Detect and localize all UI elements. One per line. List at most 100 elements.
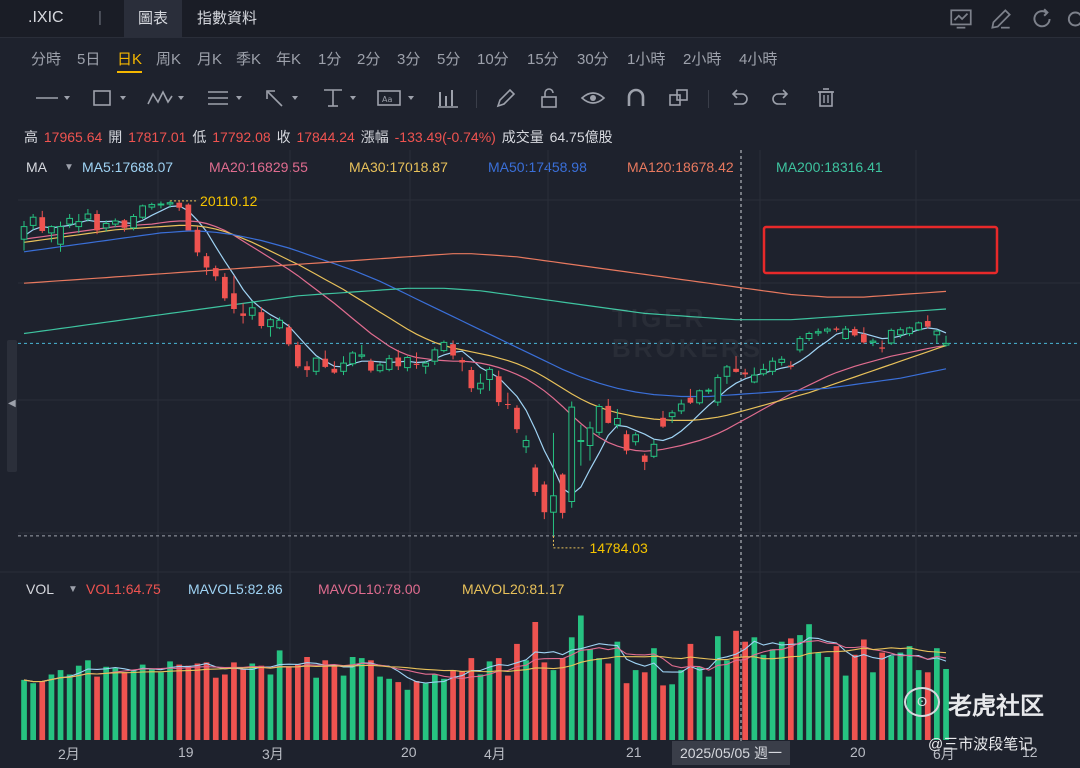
period-15min[interactable]: 15分: [527, 51, 559, 68]
rectangle-tool-icon[interactable]: [90, 86, 130, 110]
mavol20-legend: MAVOL20:81.17: [462, 581, 565, 597]
candle: [66, 217, 74, 225]
candle: [194, 229, 201, 253]
candle: [459, 360, 465, 363]
candle: [577, 440, 585, 442]
candle: [295, 344, 301, 367]
mavol5-line: [23, 637, 947, 684]
candle: [94, 214, 100, 231]
close-value: 17844.24: [296, 129, 355, 145]
period-5min[interactable]: 5分: [437, 51, 461, 68]
period-intraday[interactable]: 分時: [31, 51, 62, 68]
period-1min[interactable]: 1分: [318, 51, 342, 68]
line-tool-icon[interactable]: [34, 86, 72, 110]
candle: [824, 328, 831, 332]
low-marker-label: 14784.03: [589, 540, 648, 556]
ticker-symbol: .IXIC: [28, 9, 64, 26]
volume-bar: [112, 667, 119, 740]
candle: [879, 347, 885, 349]
tab-chart[interactable]: 圖表: [124, 0, 183, 38]
period-2hour[interactable]: 2小時: [683, 51, 722, 68]
text-tool-icon[interactable]: [320, 86, 360, 110]
pattern-tool-icon[interactable]: [146, 86, 188, 110]
tab-index-data[interactable]: 指數資料: [197, 10, 258, 27]
fibonacci-tool-icon[interactable]: [206, 86, 246, 110]
candle: [450, 344, 456, 356]
vol-legend-title[interactable]: VOL: [26, 581, 55, 597]
candle: [788, 365, 794, 367]
volume-bar: [724, 660, 730, 740]
open-value: 17817.01: [128, 129, 187, 145]
magnet-icon[interactable]: [624, 86, 648, 110]
ma5-legend: MA5:17688.07: [82, 159, 174, 175]
candle: [212, 268, 219, 277]
undo-icon[interactable]: [726, 86, 750, 110]
candle: [833, 328, 840, 330]
pen-icon[interactable]: [494, 86, 518, 110]
x-tick-label: 20: [850, 744, 866, 760]
high-label: 高: [24, 129, 38, 145]
volume-bar: [523, 660, 529, 740]
volume-bar: [733, 630, 739, 740]
chevron-left-icon[interactable]: ◀: [8, 398, 16, 409]
candle: [102, 223, 110, 229]
indicator-tool-icon[interactable]: [436, 86, 460, 110]
chart-view-icon[interactable]: [948, 6, 974, 32]
ma-legend-title[interactable]: MA: [26, 159, 47, 175]
period-4hour[interactable]: 4小時: [739, 51, 778, 68]
candle: [176, 202, 183, 208]
candle: [760, 368, 767, 375]
period-2min[interactable]: 2分: [357, 51, 381, 68]
x-tick-label: 6月: [933, 746, 955, 762]
refresh-icon[interactable]: [1029, 6, 1055, 32]
candle: [933, 330, 941, 336]
period-yearly[interactable]: 年K: [276, 51, 302, 68]
layers-icon[interactable]: [667, 86, 691, 110]
period-weekly[interactable]: 周K: [156, 51, 182, 68]
candle: [869, 340, 877, 343]
period-monthly[interactable]: 月K: [197, 51, 223, 68]
volume-bar: [149, 669, 155, 740]
redo-icon[interactable]: [770, 86, 794, 110]
volume-bar: [532, 622, 539, 740]
volume-bar: [75, 665, 82, 740]
lock-icon[interactable]: [537, 86, 561, 110]
candle: [139, 205, 147, 218]
period-quarterly[interactable]: 季K: [236, 51, 262, 68]
ma20-line: [23, 220, 947, 452]
volume-bar: [103, 666, 109, 740]
ma20-legend: MA20:16829.55: [209, 159, 308, 175]
period-30min[interactable]: 30分: [577, 51, 609, 68]
change-value: -133.49(-0.74%): [394, 129, 496, 145]
eye-icon[interactable]: [580, 86, 606, 110]
annotation-tool-icon[interactable]: Aa: [376, 86, 420, 110]
author-watermark: @三市波段笔记: [928, 736, 1034, 753]
vol-dropdown-icon[interactable]: ▼: [68, 584, 78, 595]
volume-bar: [121, 672, 128, 740]
trash-icon[interactable]: [814, 86, 838, 110]
period-5day[interactable]: 5日: [77, 51, 101, 68]
left-panel-handle[interactable]: [7, 340, 17, 472]
volume-bar: [879, 652, 885, 740]
ma120-legend: MA120:18678.42: [627, 159, 734, 175]
ma-dropdown-icon[interactable]: ▼: [64, 162, 74, 173]
volume-bar: [468, 658, 475, 740]
volume-bar: [897, 652, 904, 740]
volume-bar: [651, 648, 657, 740]
period-3min[interactable]: 3分: [397, 51, 421, 68]
period-daily[interactable]: 日K: [117, 48, 143, 73]
period-1hour[interactable]: 1小時: [627, 51, 666, 68]
arrow-tool-icon[interactable]: [262, 86, 302, 110]
candle: [897, 329, 904, 336]
volume-bar: [514, 643, 520, 740]
candle: [185, 204, 192, 231]
ma200-legend: MA200:18316.41: [776, 159, 883, 175]
edit-icon[interactable]: [988, 6, 1014, 32]
settings-icon[interactable]: [1058, 6, 1080, 32]
tab-separator: |: [98, 9, 102, 26]
volume-bar: [587, 649, 593, 740]
vol1-legend: VOL1:64.75: [86, 581, 161, 597]
candle: [395, 357, 402, 367]
period-10min[interactable]: 10分: [477, 51, 509, 68]
